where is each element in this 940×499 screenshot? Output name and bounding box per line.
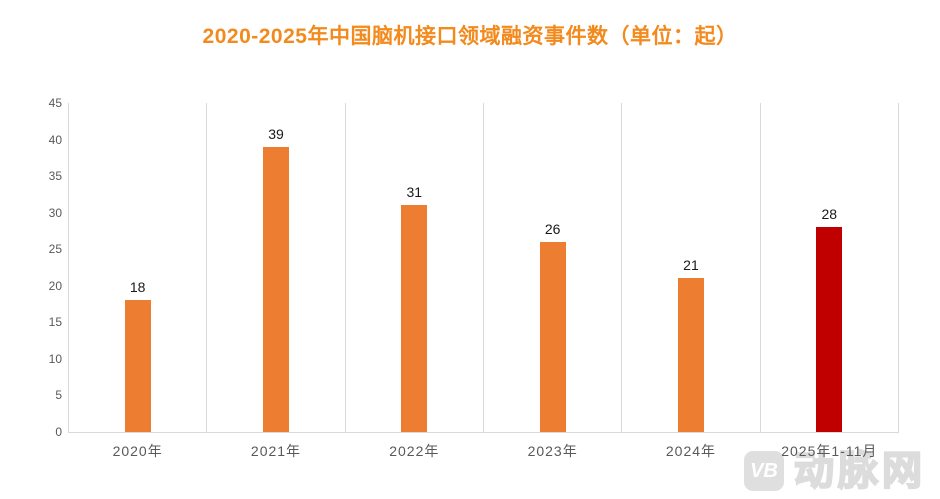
bar-value-label: 39 [268,126,284,142]
y-tick-label: 30 [48,206,62,220]
y-tick-label: 45 [48,96,62,110]
category-cell: 26 2023年 [484,103,623,459]
vb-logo-icon: VB [744,451,784,491]
bar-2022年 [401,205,428,432]
bar-value-label: 21 [683,257,699,273]
category-cell: 21 2024年 [622,103,761,459]
y-tick-label: 25 [48,242,62,256]
bar-2020年 [124,300,151,432]
category-cell: 31 2022年 [346,103,484,459]
plot-area: 18 2020年 39 2021年 31 2022年 26 2023年 21 2024年 28 202… [68,103,899,459]
y-tick-label: 5 [55,388,62,402]
x-axis-label: 2020年 [112,443,163,459]
x-axis-label: 2023年 [527,443,578,459]
category-cell: 39 2021年 [207,103,346,459]
y-tick-label: 35 [48,169,62,183]
chart-title: 2020-2025年中国脑机接口领域融资事件数（单位：起） [202,25,738,48]
y-tick-label: 20 [48,279,62,293]
bar-2025年1-11月 [816,227,843,432]
y-tick-label: 15 [48,315,62,329]
watermark-brand-name: 动脉网 [793,449,926,493]
y-tick-label: 40 [48,133,62,147]
category-cell: 28 2025年1-11月 [761,103,899,459]
bar-value-label: 28 [821,206,838,222]
bar-value-label: 26 [544,221,561,237]
bar-value-label: 18 [129,279,146,295]
watermark: VB 动脉网 [744,449,926,493]
bar-2024年 [677,278,704,432]
x-axis-label: 2025年1-11月 [781,443,878,459]
y-tick-label: 10 [48,352,62,366]
category-cell: 18 2020年 [69,103,208,459]
x-axis-label: 2021年 [250,443,302,459]
x-axis-label: 2024年 [665,443,717,459]
y-tick-label: 0 [55,425,62,439]
bar-2021年 [262,147,289,432]
bar-2023年 [539,242,566,432]
x-axis-label: 2022年 [389,443,440,459]
bar-value-label: 31 [406,184,423,200]
